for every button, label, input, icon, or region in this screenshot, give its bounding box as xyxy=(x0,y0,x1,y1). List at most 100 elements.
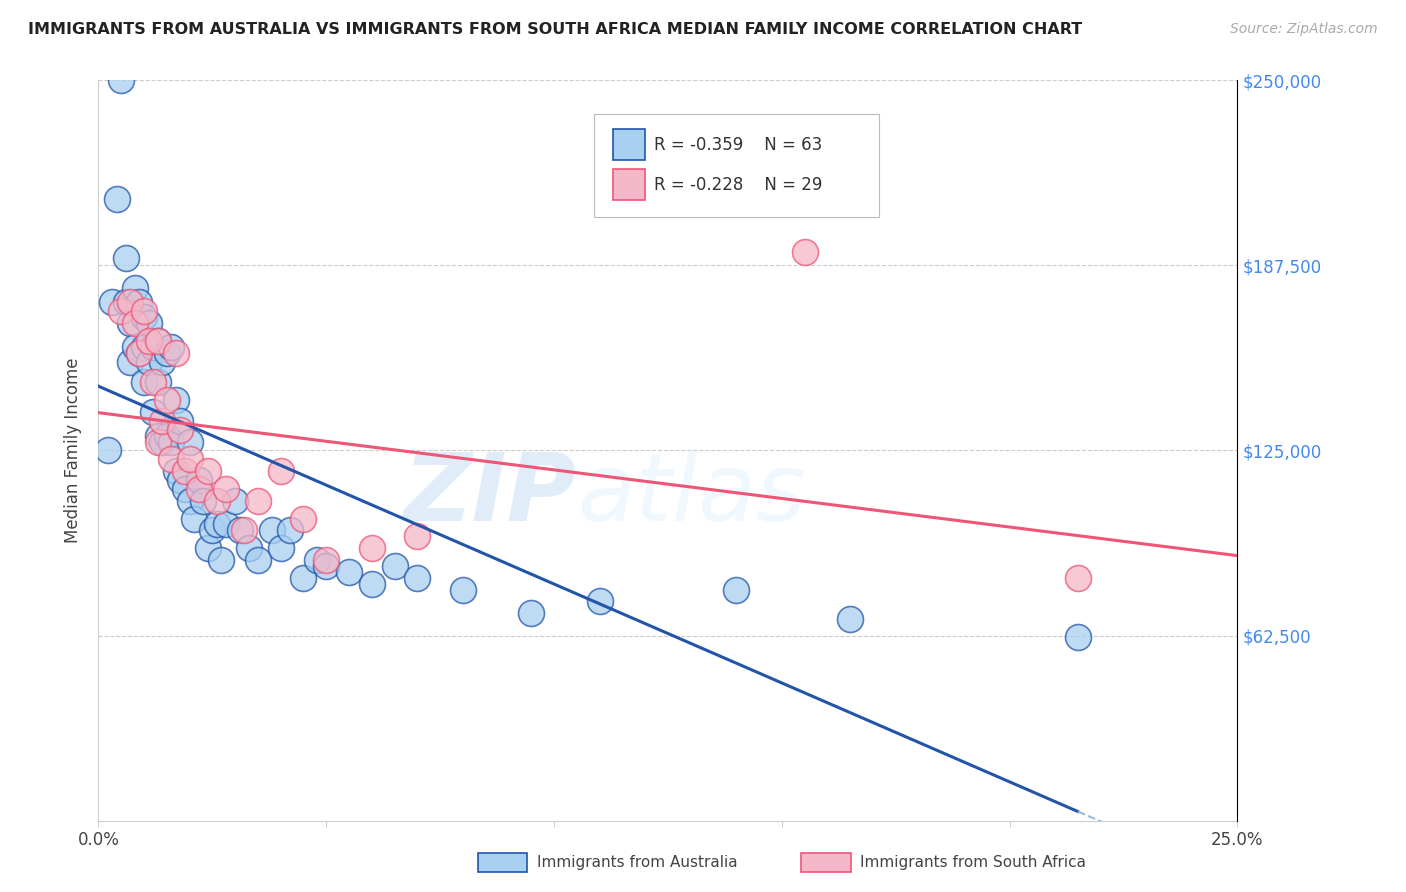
Point xyxy=(128,295,150,310)
Point xyxy=(179,434,201,449)
Point xyxy=(1067,571,1090,585)
Point xyxy=(142,340,165,354)
Point xyxy=(128,345,150,359)
Point xyxy=(138,316,160,330)
Point xyxy=(132,340,155,354)
Point xyxy=(270,541,292,556)
Point xyxy=(793,245,815,260)
Point xyxy=(114,295,136,310)
Point xyxy=(246,553,269,567)
Point xyxy=(1067,630,1090,644)
Point xyxy=(96,443,118,458)
Text: Immigrants from South Africa: Immigrants from South Africa xyxy=(860,855,1087,870)
Point xyxy=(120,295,142,310)
Text: atlas: atlas xyxy=(576,450,806,541)
Point xyxy=(238,541,260,556)
Point xyxy=(292,511,315,525)
Point xyxy=(110,304,132,318)
Point xyxy=(146,334,169,348)
Point xyxy=(725,582,748,597)
Point xyxy=(839,612,862,626)
Point xyxy=(138,334,160,348)
Point xyxy=(156,345,179,359)
Point xyxy=(160,340,183,354)
Point xyxy=(156,393,179,408)
Point xyxy=(260,524,283,538)
Point xyxy=(179,452,201,467)
Point xyxy=(146,434,169,449)
Point xyxy=(360,541,382,556)
Point xyxy=(132,310,155,325)
Point xyxy=(183,511,205,525)
Point xyxy=(337,565,360,579)
Point xyxy=(146,334,169,348)
Point xyxy=(160,434,183,449)
Point xyxy=(150,434,173,449)
Point xyxy=(278,524,301,538)
Point xyxy=(110,73,132,87)
Point xyxy=(142,405,165,419)
Point xyxy=(193,493,215,508)
Point xyxy=(307,553,329,567)
Point xyxy=(187,473,209,487)
Point xyxy=(406,571,429,585)
Point xyxy=(124,316,146,330)
Point xyxy=(120,316,142,330)
Text: R = -0.228    N = 29: R = -0.228 N = 29 xyxy=(654,177,823,194)
Point xyxy=(142,376,165,390)
Point xyxy=(233,524,256,538)
Y-axis label: Median Family Income: Median Family Income xyxy=(65,358,83,543)
Point xyxy=(270,464,292,478)
Point xyxy=(165,464,187,478)
Point xyxy=(224,493,246,508)
Point xyxy=(138,354,160,368)
Point xyxy=(174,464,197,478)
Bar xyxy=(613,129,645,161)
Point xyxy=(384,558,406,573)
Point xyxy=(187,482,209,496)
Point xyxy=(179,493,201,508)
Point xyxy=(360,576,382,591)
Point xyxy=(205,493,228,508)
Point xyxy=(209,553,232,567)
Point xyxy=(114,251,136,265)
Point xyxy=(128,345,150,359)
Point xyxy=(160,452,183,467)
Point xyxy=(197,541,219,556)
Point xyxy=(150,354,173,368)
Point xyxy=(215,517,238,532)
Point xyxy=(205,517,228,532)
Point xyxy=(146,376,169,390)
Point xyxy=(165,345,187,359)
Point xyxy=(169,423,191,437)
Point xyxy=(174,482,197,496)
Bar xyxy=(613,169,645,200)
Point xyxy=(156,428,179,442)
Point xyxy=(520,607,543,621)
Point xyxy=(406,529,429,543)
Point xyxy=(588,594,610,608)
Point xyxy=(124,340,146,354)
Text: Source: ZipAtlas.com: Source: ZipAtlas.com xyxy=(1230,22,1378,37)
Point xyxy=(105,192,128,206)
FancyBboxPatch shape xyxy=(593,113,879,218)
Point xyxy=(292,571,315,585)
Text: IMMIGRANTS FROM AUSTRALIA VS IMMIGRANTS FROM SOUTH AFRICA MEDIAN FAMILY INCOME C: IMMIGRANTS FROM AUSTRALIA VS IMMIGRANTS … xyxy=(28,22,1083,37)
Point xyxy=(132,304,155,318)
Point xyxy=(451,582,474,597)
Point xyxy=(120,354,142,368)
Point xyxy=(215,482,238,496)
Point xyxy=(315,558,337,573)
Point xyxy=(146,428,169,442)
Point xyxy=(169,414,191,428)
Point xyxy=(169,473,191,487)
Point xyxy=(165,393,187,408)
Point xyxy=(197,464,219,478)
Text: ZIP: ZIP xyxy=(404,449,576,541)
Point xyxy=(228,524,250,538)
Point xyxy=(124,280,146,294)
Point xyxy=(315,553,337,567)
Text: R = -0.359    N = 63: R = -0.359 N = 63 xyxy=(654,136,823,153)
Point xyxy=(201,524,224,538)
Point xyxy=(132,376,155,390)
